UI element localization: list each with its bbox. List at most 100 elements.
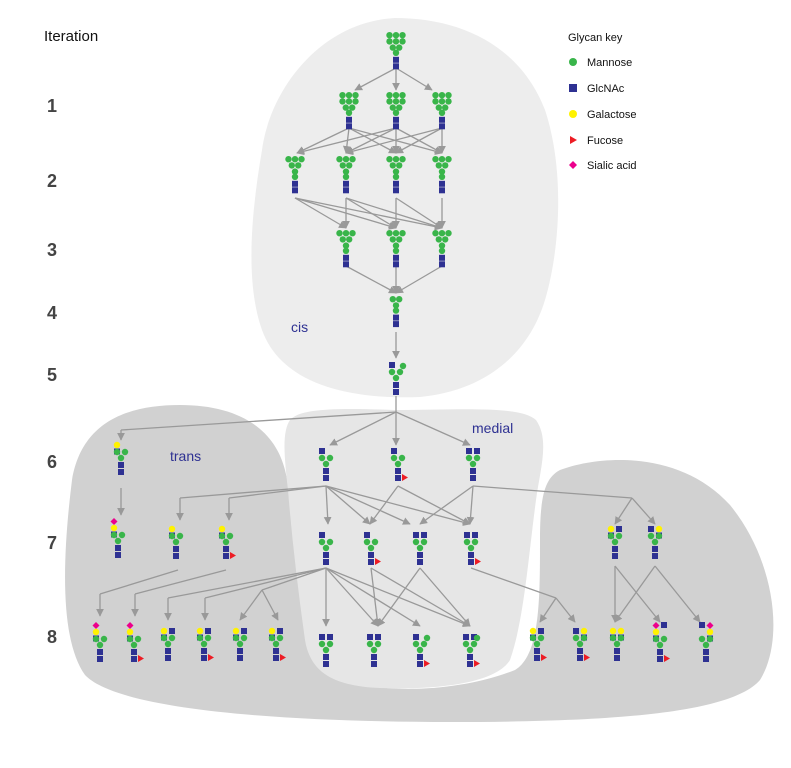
mannose-icon [399,38,406,45]
mannose-icon [647,532,655,540]
glycan-structure [389,296,403,328]
glcnac-icon [467,661,473,667]
fucose-icon [375,558,381,565]
mannose-icon [349,104,356,111]
glcnac-icon [439,261,445,268]
mannose-icon [396,104,403,111]
glcnac-icon [393,123,399,130]
glycan-structure [318,448,334,481]
glcnac-icon [439,254,445,261]
glycan-structure [388,362,407,395]
glycan-structure [126,622,144,662]
mannose-icon [232,634,240,642]
glcnac-icon [97,649,103,655]
mannose-icon [399,362,407,370]
glcnac-icon [375,634,381,640]
glcnac-icon [470,475,476,481]
mannose-icon [706,635,714,643]
mannose-icon [374,640,382,648]
glcnac-icon [464,532,470,538]
pathway-arrow [614,497,633,525]
glcnac-icon [417,559,423,565]
pathway-connector [120,411,397,431]
mannose-icon [438,98,446,105]
mannose-icon [345,109,353,117]
mannose-icon [392,38,400,45]
glcnac-icon [703,656,709,662]
mannose-icon [445,92,452,99]
trans-label: trans [170,448,201,464]
sialic-acid-icon [110,518,118,525]
mannose-icon [346,236,353,243]
glycan-structure [412,532,428,565]
mannose-icon [529,634,537,642]
iteration-6: 6 [47,452,57,472]
mannose-icon [462,640,470,648]
glcnac-icon [201,648,207,654]
mannose-icon [345,92,353,99]
glcnac-icon [534,655,540,661]
fucose-icon [474,660,480,667]
glcnac-icon [395,468,401,474]
mannose-icon [392,307,400,314]
glcnac-icon [323,552,329,558]
medial-label: medial [472,420,513,436]
mannose-icon [607,532,615,540]
mannose-icon [392,242,400,249]
mannose-icon [392,173,400,180]
mannose-icon [392,49,400,56]
mannose-icon [572,634,580,642]
mannose-icon [442,236,449,243]
mannose-icon [326,454,334,462]
mannose-icon [465,454,473,462]
mannose-icon [386,156,393,163]
mannose-icon [609,634,617,642]
glcnac-icon [652,553,658,559]
glycan-structure [196,627,214,661]
fucose-icon [230,552,236,559]
mannose-icon [240,634,248,642]
glcnac-icon [612,546,618,552]
glcnac-icon [323,654,329,660]
pathway-arrow [261,589,279,621]
mannose-icon [470,640,478,648]
mannose-icon [399,230,406,237]
galactose-icon [126,628,134,636]
glcnac-icon [319,448,325,454]
pathway-arrow [239,589,263,621]
pathway-arrow [555,597,576,623]
mannose-icon [533,640,541,648]
pathway-connector [204,567,327,599]
mannose-icon [389,236,396,243]
glcnac-icon [323,559,329,565]
mannose-icon [392,109,400,117]
mannose-icon [386,32,393,39]
galactose-icon [232,627,240,635]
mannose-icon [432,156,439,163]
glcnac-icon [421,532,427,538]
mannose-icon [92,635,100,643]
glcnac-icon [97,656,103,662]
galactose-icon [617,627,625,635]
glcnac-icon [165,648,171,654]
glycan-structure [92,622,108,662]
glcnac-icon [612,553,618,559]
glycan-structure [698,622,714,662]
glcnac-icon [393,56,399,63]
glcnac-icon [327,634,333,640]
glycan-structure [652,622,670,662]
mannose-icon [473,634,481,642]
mannose-icon [432,92,439,99]
glcnac-icon [538,628,544,634]
fucose-icon [280,654,286,661]
mannose-icon [396,162,403,169]
mannose-icon [392,156,400,163]
mannose-icon [432,98,439,105]
galactose-icon [609,627,617,635]
mannose-icon [389,162,396,169]
glcnac-icon [393,389,399,395]
mannose-icon [471,538,479,546]
glycan-structure [268,627,286,661]
glcnac-icon [367,634,373,640]
mannose-icon [339,162,346,169]
